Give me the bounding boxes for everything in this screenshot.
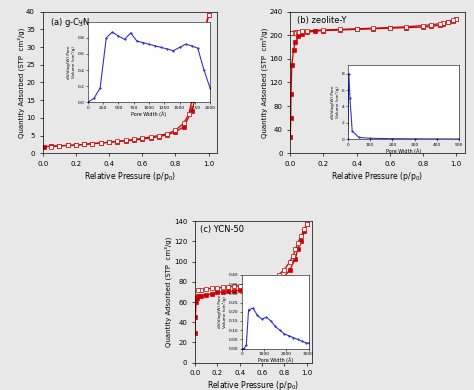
Y-axis label: Quantity Adsorbed (STP  cm³/g): Quantity Adsorbed (STP cm³/g): [17, 27, 25, 138]
X-axis label: Relative Pressure (p/p$_0$): Relative Pressure (p/p$_0$): [331, 170, 423, 183]
Text: (c) YCN-50: (c) YCN-50: [200, 225, 244, 234]
X-axis label: Relative Pressure (p/p$_0$): Relative Pressure (p/p$_0$): [208, 379, 300, 390]
Y-axis label: Quantity Adsorbed (STP  cm³/g): Quantity Adsorbed (STP cm³/g): [260, 27, 268, 138]
Text: (a) g-C$_3$N$_4$: (a) g-C$_3$N$_4$: [50, 16, 94, 29]
Text: (b) zeolite-Y: (b) zeolite-Y: [297, 16, 346, 25]
Y-axis label: Quantity Adsorbed (STP  cm³/g): Quantity Adsorbed (STP cm³/g): [165, 237, 173, 347]
X-axis label: Relative Pressure (p/p$_0$): Relative Pressure (p/p$_0$): [84, 170, 176, 183]
